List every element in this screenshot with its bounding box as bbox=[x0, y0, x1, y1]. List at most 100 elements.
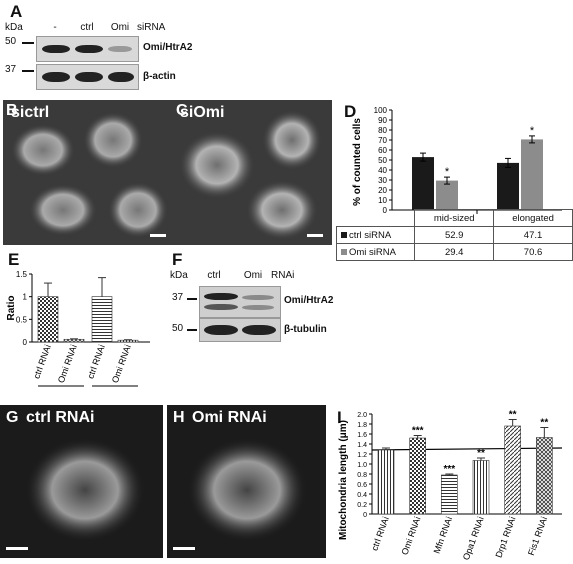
blot-a-suffix: siRNA bbox=[137, 22, 166, 33]
legend-ctrl: ctrl siRNA bbox=[349, 229, 392, 241]
x-tick-label: Mfn RNAi bbox=[432, 515, 455, 555]
bar bbox=[377, 449, 395, 515]
y-tick-label: 2.0 bbox=[357, 412, 367, 419]
panel-label-h: H bbox=[173, 409, 185, 426]
bar bbox=[37, 296, 59, 343]
x-tick-label: Omi RNAi bbox=[110, 343, 133, 384]
blot-band bbox=[204, 293, 238, 300]
panel-label-d: D bbox=[344, 102, 357, 121]
y-tick-label: 10 bbox=[378, 196, 387, 205]
marker-tick bbox=[22, 70, 34, 72]
blot-f-kda: kDa bbox=[170, 270, 188, 281]
micrograph-c-texture bbox=[179, 110, 322, 240]
legend-swatch-omi bbox=[341, 248, 347, 255]
table-cell: 70.6 bbox=[493, 243, 573, 261]
blot-f-marker-50: 50 bbox=[172, 323, 184, 334]
bar-ctrl-siRNA bbox=[497, 162, 519, 210]
panel-label-i: I bbox=[337, 408, 342, 427]
bar bbox=[63, 338, 85, 343]
blot-a-row1-label: Omi/HtrA2 bbox=[143, 42, 193, 53]
scale-bar bbox=[6, 547, 28, 550]
y-tick-label: 0.6 bbox=[357, 482, 367, 489]
y-tick-label: 1.4 bbox=[357, 442, 367, 449]
significance-stars: ** bbox=[540, 418, 548, 429]
chart-e: Ratio 00.511.52 days3 days ctrl RNAiOmi … bbox=[6, 270, 150, 387]
micrograph-g bbox=[0, 405, 163, 558]
y-tick-label: 60 bbox=[378, 146, 387, 155]
table-col-elongated: elongated bbox=[493, 209, 573, 227]
chart-d-table: mid-sized elongated ctrl siRNA 52.9 47.1… bbox=[335, 209, 573, 261]
micrograph-c-label: siOmi bbox=[180, 104, 225, 121]
chart-e-bars: ctrl RNAi Omi RNAi ctrl RNAi Omi RNAi bbox=[31, 277, 139, 384]
y-tick-label: 0.5 bbox=[16, 315, 28, 324]
blot-band bbox=[242, 305, 274, 310]
blot-f-lane-1: ctrl bbox=[207, 270, 221, 281]
x-tick-label: ctrl RNAi bbox=[85, 343, 107, 380]
marker-tick bbox=[22, 42, 34, 44]
y-tick-label: 0 bbox=[363, 512, 367, 519]
blot-a-lane-2: ctrl bbox=[80, 22, 94, 33]
bar bbox=[91, 296, 113, 343]
y-tick-label: 1.6 bbox=[357, 432, 367, 439]
micrograph-h bbox=[167, 405, 326, 558]
panel-label-a: A bbox=[10, 2, 23, 21]
table-cell: 29.4 bbox=[414, 243, 495, 261]
significance-stars: *** bbox=[412, 426, 424, 437]
y-tick-label: 80 bbox=[378, 126, 387, 135]
blot-band bbox=[242, 295, 274, 300]
y-tick-label: 30 bbox=[378, 176, 387, 185]
y-tick-label: 1.2 bbox=[357, 452, 367, 459]
scale-bar bbox=[173, 547, 195, 550]
blot-band bbox=[204, 325, 238, 335]
legend-swatch-ctrl bbox=[341, 231, 347, 238]
blot-band bbox=[42, 45, 70, 53]
chart-i-ylabel: Mitochondria length (μm) bbox=[338, 420, 349, 540]
y-tick-label: 100 bbox=[374, 106, 388, 115]
chart-i: Mitochondria length (μm) 0 0.2 0.4 0.6 0.8 1.… bbox=[338, 410, 563, 561]
blot-f-lane-2: Omi bbox=[243, 270, 263, 281]
blot-f-strip-1 bbox=[199, 286, 281, 318]
micrograph-b-label: sictrl bbox=[11, 104, 50, 121]
marker-tick bbox=[187, 329, 197, 331]
bar bbox=[504, 425, 521, 515]
x-tick-label: Fis1 RNAi bbox=[526, 515, 549, 556]
y-tick-label: 1.8 bbox=[357, 422, 367, 429]
x-tick-label: Omi RNAi bbox=[56, 343, 79, 384]
table-cell: 52.9 bbox=[414, 226, 495, 244]
blot-a-marker-37: 37 bbox=[5, 64, 17, 75]
panel-label-f: F bbox=[172, 250, 183, 269]
panel-label-b: B bbox=[6, 102, 18, 119]
chart-d: % of counted cells 010203040506070809010… bbox=[352, 106, 562, 215]
y-tick-label: 1.0 bbox=[357, 462, 367, 469]
chart-i-axis: 0 0.2 0.4 0.6 0.8 1.0 1.2 1.4 1.6 1.8 2.0 bbox=[357, 412, 563, 519]
micrograph-c: siOmi bbox=[172, 100, 332, 245]
blot-a-lane-3: Omi bbox=[110, 22, 130, 33]
bar bbox=[441, 474, 458, 515]
bar bbox=[117, 339, 139, 343]
micrograph-h-texture bbox=[187, 438, 307, 542]
bar-ctrl-siRNA bbox=[412, 157, 434, 210]
significance-star: * bbox=[445, 166, 450, 178]
y-tick-label: 1 bbox=[23, 293, 28, 302]
blot-f-suffix: RNAi bbox=[271, 270, 295, 281]
significance-stars: *** bbox=[443, 464, 455, 475]
blot-band bbox=[108, 72, 134, 82]
blot-f-row2-label: β-tubulin bbox=[284, 324, 327, 335]
bar bbox=[472, 460, 490, 515]
y-tick-label: 70 bbox=[378, 136, 387, 145]
scale-bar bbox=[307, 234, 323, 237]
marker-tick bbox=[187, 298, 197, 300]
y-tick-label: 50 bbox=[378, 156, 387, 165]
y-tick-label: 0 bbox=[23, 338, 28, 347]
blot-band bbox=[42, 72, 70, 82]
significance-stars: ** bbox=[509, 410, 517, 421]
blot-f-marker-37: 37 bbox=[172, 292, 184, 303]
micrograph-h-label: Omi RNAi bbox=[192, 409, 267, 426]
blot-f-strip-2 bbox=[199, 318, 281, 342]
blot-band bbox=[75, 72, 103, 82]
micrograph-b: sictrl bbox=[3, 100, 172, 245]
x-tick-label: ctrl RNAi bbox=[31, 343, 53, 380]
y-tick-label: 0.2 bbox=[357, 502, 367, 509]
blot-band bbox=[204, 304, 238, 310]
blot-a-marker-50: 50 bbox=[5, 36, 17, 47]
